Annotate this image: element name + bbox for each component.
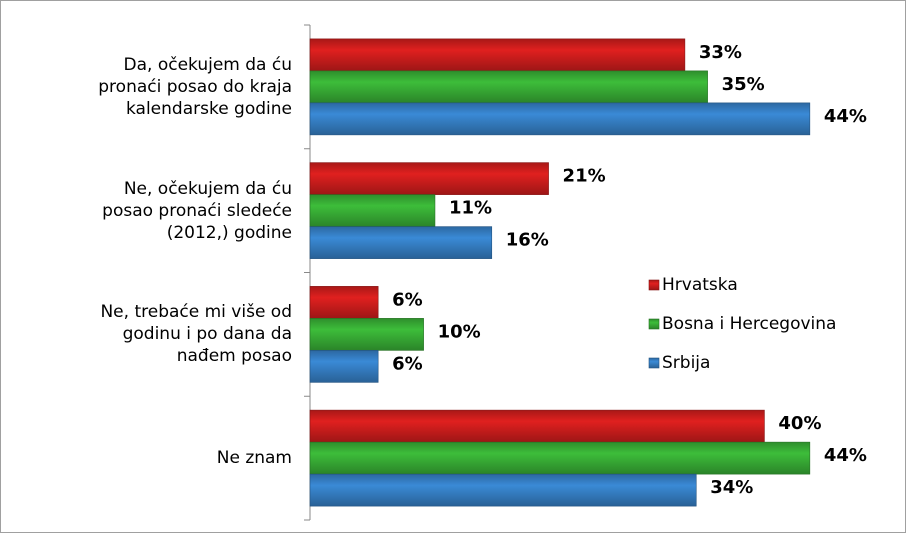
data-label: 21% — [563, 166, 606, 187]
legend-label: Srbija — [662, 353, 710, 373]
legend-marker — [648, 357, 660, 369]
bar — [309, 102, 811, 136]
y-tick-label: Ne, očekujem da ću posao pronaći sledeće… — [102, 178, 292, 243]
data-label: 6% — [392, 353, 423, 374]
data-label: 16% — [506, 230, 549, 251]
bar — [309, 318, 424, 351]
y-tick-label: Da, očekujem da ću pronaći posao do kraj… — [98, 54, 292, 119]
legend-label: Hrvatska — [662, 275, 738, 295]
bar — [309, 286, 379, 319]
bar — [309, 38, 686, 72]
bar — [309, 350, 379, 383]
data-label: 40% — [778, 413, 821, 434]
y-tick-label: Ne znam — [216, 448, 292, 469]
bar — [309, 194, 436, 227]
data-label: 33% — [699, 42, 742, 63]
data-label: 44% — [824, 445, 867, 466]
data-label: 44% — [824, 106, 867, 127]
y-tick-label: Ne, trebaće mi više od godinu i po dana … — [100, 302, 292, 367]
data-label: 35% — [722, 74, 765, 95]
data-label: 6% — [392, 289, 423, 310]
legend-marker — [648, 279, 660, 291]
legend-label: Bosna i Hercegovina — [662, 314, 836, 334]
data-label: 11% — [449, 198, 492, 219]
legend-marker — [648, 318, 660, 330]
bar — [309, 473, 697, 507]
data-label: 10% — [438, 321, 481, 342]
bar — [309, 441, 811, 475]
data-label: 34% — [710, 477, 753, 498]
bar — [309, 226, 493, 259]
bar — [309, 70, 708, 104]
bar — [309, 409, 765, 443]
bar — [309, 162, 549, 195]
